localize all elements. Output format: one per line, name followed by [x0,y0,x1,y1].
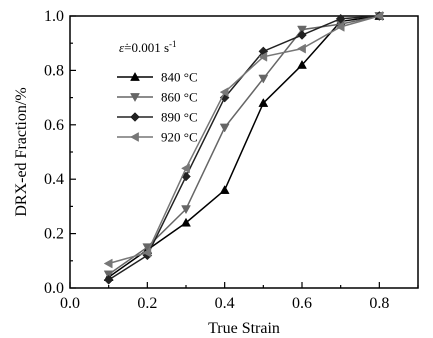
legend-item: 860 °C [117,90,198,105]
plot-frame [69,15,419,289]
legend-marker [130,71,140,81]
x-tick-label: 0.0 [60,295,80,312]
legend-label: 920 °C [161,130,198,145]
data-point [219,123,230,133]
y-tick-label: 0.4 [44,171,64,188]
series-layer [103,10,385,285]
y-tick-label: 1.0 [44,8,64,25]
legend-label: 890 °C [161,110,198,125]
x-axis-title: True Strain [208,320,280,337]
legend-item: 840 °C [117,70,198,85]
x-tick-label: 0.8 [369,295,389,312]
x-tick-label: 0.6 [292,295,312,312]
data-point [296,43,306,54]
strain-rate-superscript: -1 [169,39,177,49]
strain-rate-value: =0.001 s [124,40,169,55]
legend-label: 840 °C [161,70,198,85]
legend-label: 860 °C [161,90,198,105]
data-point [181,217,191,227]
y-tick-label: 0.6 [44,117,64,134]
axis-tick-labels: 0.0 0.2 0.4 0.6 0.8 0.0 0.2 0.4 0.6 0.8 1.0 [44,8,389,312]
legend-marker [130,112,140,122]
x-tick-label: 0.2 [137,295,157,312]
data-point [103,274,114,285]
series-4 [103,11,384,269]
data-point [258,98,269,107]
data-point [374,11,384,21]
legend-marker [130,93,140,103]
y-tick-label: 0.8 [44,62,64,79]
data-point [335,21,345,32]
data-point [219,87,229,98]
data-point [103,270,114,280]
data-point [180,163,190,174]
axis-ticks [69,15,419,289]
legend-item: 890 °C [117,110,198,125]
data-point [181,205,191,215]
legend-item: 920 °C [117,130,198,145]
data-point [297,30,307,40]
x-tick-label: 0.4 [215,295,235,312]
y-axis-title: DRX-ed Fraction/% [13,87,30,216]
data-point [335,13,346,24]
series-line [108,15,380,265]
strain-rate-symbol: ε̇ [119,40,128,55]
data-point [142,247,152,258]
data-point [297,59,307,69]
data-point [258,74,269,84]
legend-marker [129,132,139,142]
data-point [219,185,230,194]
legend: 840 °C 860 °C 890 °C 920 °C [117,70,198,145]
strain-rate-annotation: ε̇=0.001 s-1 [119,39,177,55]
series-line [108,15,380,278]
data-point [297,25,307,35]
data-point [103,258,113,269]
y-tick-label: 0.0 [44,280,64,297]
data-point [258,51,268,62]
y-tick-label: 0.2 [44,226,64,243]
